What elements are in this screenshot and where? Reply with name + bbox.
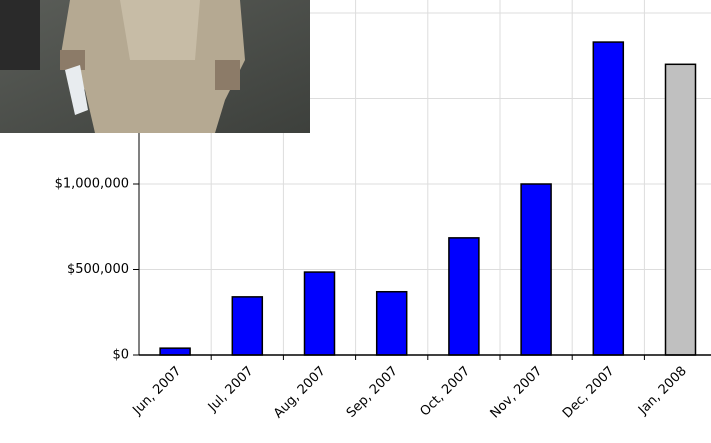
y-tick-label: $500,000 — [67, 262, 129, 277]
x-tick-label: Jan, 2008 — [635, 364, 690, 419]
x-tick-label: Aug, 2007 — [271, 364, 329, 422]
x-tick-label: Jun, 2007 — [129, 364, 184, 419]
x-tick-label: Nov, 2007 — [488, 364, 546, 422]
bar — [305, 272, 335, 355]
x-tick-label: Oct, 2007 — [417, 364, 473, 420]
bar — [377, 292, 407, 355]
bar — [666, 64, 696, 355]
x-tick-label: Sep, 2007 — [344, 364, 401, 421]
bar — [160, 348, 190, 355]
y-tick-label: $0 — [112, 348, 129, 363]
x-tick-label: Jul, 2007 — [205, 364, 257, 416]
bar — [232, 297, 262, 355]
y-tick-label: $1,000,000 — [55, 177, 129, 192]
bar — [521, 184, 551, 355]
bar — [449, 238, 479, 355]
page: $0$500,000$1,000,000$1,500,000$2,000,000… — [0, 0, 711, 443]
bar — [593, 42, 623, 355]
photo — [0, 0, 310, 133]
x-tick-label: Dec, 2007 — [560, 364, 618, 422]
